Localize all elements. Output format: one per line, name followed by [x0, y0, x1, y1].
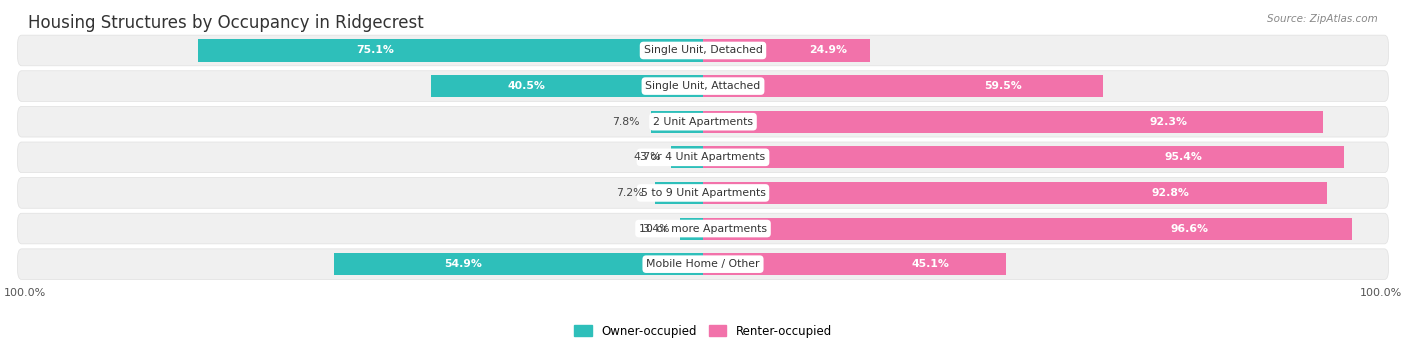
Text: 92.3%: 92.3% [1149, 117, 1187, 127]
Text: 45.1%: 45.1% [911, 259, 949, 269]
Text: Single Unit, Attached: Single Unit, Attached [645, 81, 761, 91]
Text: 92.8%: 92.8% [1152, 188, 1189, 198]
Text: 4.7%: 4.7% [633, 152, 661, 162]
Legend: Owner-occupied, Renter-occupied: Owner-occupied, Renter-occupied [569, 320, 837, 341]
FancyBboxPatch shape [17, 249, 1389, 280]
Text: 3.4%: 3.4% [643, 224, 669, 234]
Text: 5 to 9 Unit Apartments: 5 to 9 Unit Apartments [641, 188, 765, 198]
Bar [703, 182, 1327, 204]
Text: 7.8%: 7.8% [613, 117, 640, 127]
Bar [651, 111, 703, 133]
Text: 10 or more Apartments: 10 or more Apartments [638, 224, 768, 234]
Bar [703, 253, 1007, 275]
Text: 100.0%: 100.0% [4, 288, 46, 298]
FancyBboxPatch shape [17, 35, 1389, 66]
Bar [672, 146, 703, 168]
Bar [198, 40, 703, 61]
FancyBboxPatch shape [17, 213, 1389, 244]
Text: Housing Structures by Occupancy in Ridgecrest: Housing Structures by Occupancy in Ridge… [28, 14, 423, 32]
Text: Single Unit, Detached: Single Unit, Detached [644, 45, 762, 56]
Text: 95.4%: 95.4% [1164, 152, 1202, 162]
Text: 3 or 4 Unit Apartments: 3 or 4 Unit Apartments [641, 152, 765, 162]
Bar [335, 253, 703, 275]
Bar [655, 182, 703, 204]
Text: 40.5%: 40.5% [508, 81, 546, 91]
Text: Mobile Home / Other: Mobile Home / Other [647, 259, 759, 269]
Text: 75.1%: 75.1% [356, 45, 394, 56]
Bar [703, 40, 870, 61]
Bar [430, 75, 703, 97]
Text: Source: ZipAtlas.com: Source: ZipAtlas.com [1267, 14, 1378, 24]
Text: 7.2%: 7.2% [616, 188, 644, 198]
Bar [703, 218, 1353, 240]
Bar [681, 218, 703, 240]
Bar [703, 111, 1323, 133]
Text: 2 Unit Apartments: 2 Unit Apartments [652, 117, 754, 127]
Bar [703, 75, 1102, 97]
Text: 59.5%: 59.5% [984, 81, 1022, 91]
FancyBboxPatch shape [17, 142, 1389, 173]
Bar [703, 146, 1344, 168]
Text: 96.6%: 96.6% [1171, 224, 1209, 234]
Text: 24.9%: 24.9% [810, 45, 848, 56]
FancyBboxPatch shape [17, 71, 1389, 101]
FancyBboxPatch shape [17, 106, 1389, 137]
FancyBboxPatch shape [17, 178, 1389, 208]
Text: 100.0%: 100.0% [1360, 288, 1402, 298]
Text: 54.9%: 54.9% [444, 259, 482, 269]
